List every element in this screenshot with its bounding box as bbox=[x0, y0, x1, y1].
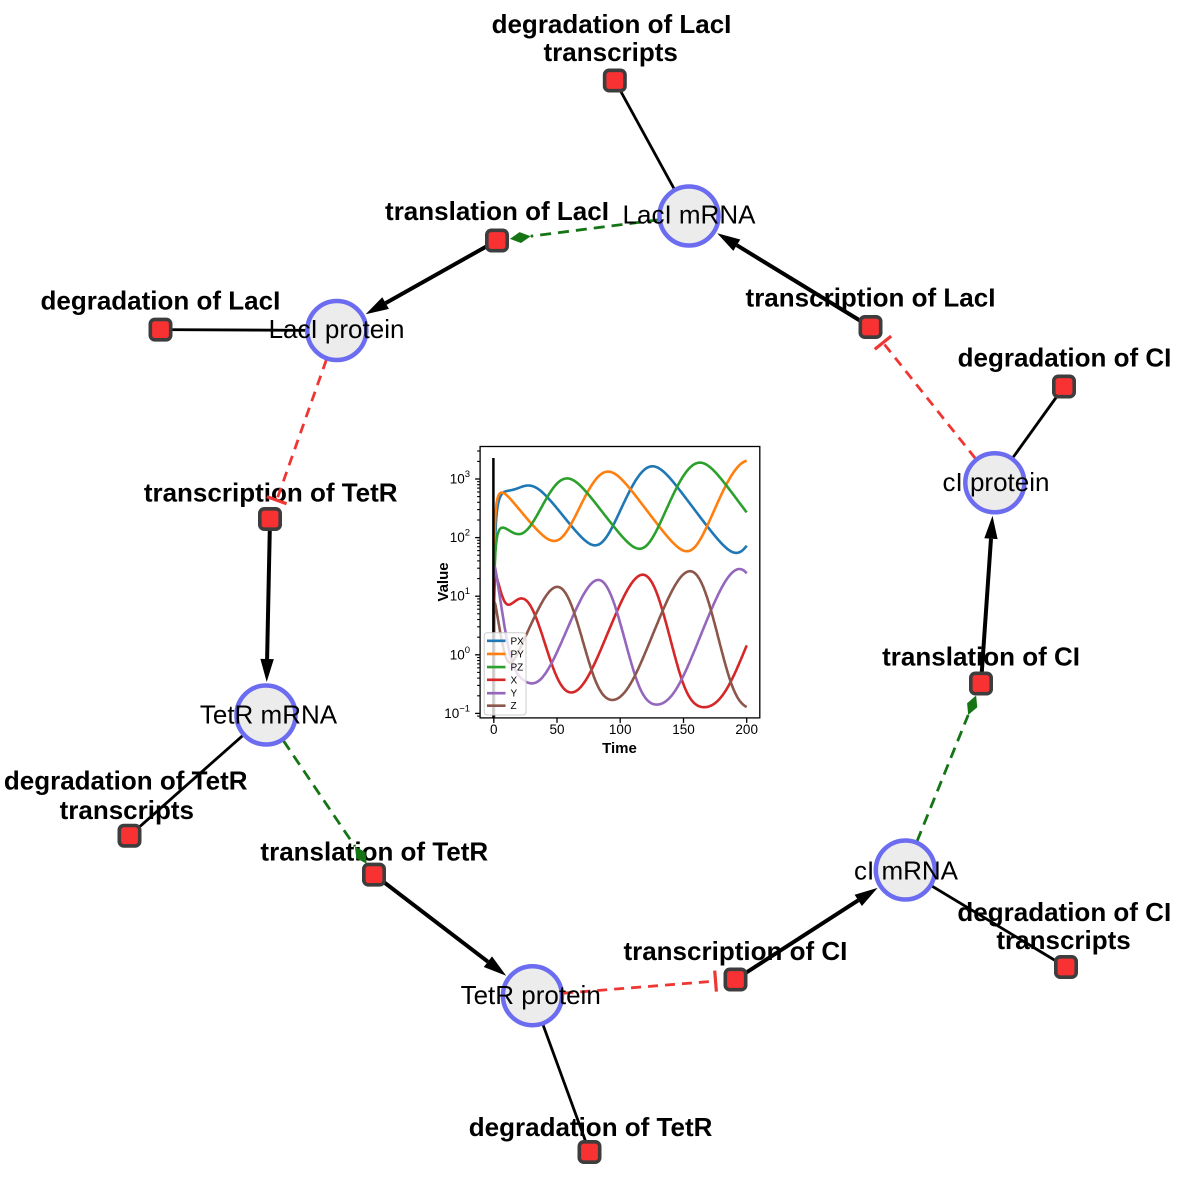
svg-text:100: 100 bbox=[609, 722, 632, 737]
svg-text:Value: Value bbox=[435, 562, 452, 601]
svg-text:LacI mRNA: LacI mRNA bbox=[623, 200, 757, 230]
svg-text:translation of LacI: translation of LacI bbox=[385, 196, 609, 226]
svg-text:200: 200 bbox=[735, 722, 758, 737]
svg-text:TetR protein: TetR protein bbox=[461, 980, 601, 1010]
svg-text:Z: Z bbox=[511, 701, 517, 712]
svg-text:150: 150 bbox=[672, 722, 695, 737]
svg-text:transcripts: transcripts bbox=[996, 925, 1130, 955]
svg-text:cI protein: cI protein bbox=[943, 467, 1050, 497]
svg-text:translation of TetR: translation of TetR bbox=[260, 837, 488, 867]
svg-text:Time: Time bbox=[602, 740, 637, 757]
svg-text:degradation of CI: degradation of CI bbox=[957, 897, 1171, 927]
svg-text:LacI protein: LacI protein bbox=[269, 314, 405, 344]
svg-text:transcription of LacI: transcription of LacI bbox=[746, 283, 996, 313]
svg-text:degradation of TetR: degradation of TetR bbox=[4, 765, 248, 795]
svg-text:transcription of CI: transcription of CI bbox=[623, 936, 847, 966]
svg-text:PX: PX bbox=[511, 636, 525, 647]
svg-text:transcription of TetR: transcription of TetR bbox=[144, 478, 398, 508]
svg-text:50: 50 bbox=[549, 722, 564, 737]
svg-text:Y: Y bbox=[511, 689, 518, 700]
svg-text:degradation of LacI: degradation of LacI bbox=[492, 9, 732, 39]
svg-text:cI mRNA: cI mRNA bbox=[854, 855, 959, 885]
svg-text:0: 0 bbox=[490, 722, 498, 737]
svg-text:PZ: PZ bbox=[511, 663, 524, 674]
svg-text:PY: PY bbox=[511, 649, 525, 660]
svg-text:degradation of TetR: degradation of TetR bbox=[469, 1112, 713, 1142]
svg-text:transcripts: transcripts bbox=[60, 795, 194, 825]
svg-text:degradation of CI: degradation of CI bbox=[958, 343, 1172, 373]
svg-text:X: X bbox=[511, 675, 518, 686]
svg-text:transcripts: transcripts bbox=[544, 37, 678, 67]
svg-text:TetR mRNA: TetR mRNA bbox=[200, 700, 338, 730]
svg-text:degradation of LacI: degradation of LacI bbox=[40, 286, 280, 316]
